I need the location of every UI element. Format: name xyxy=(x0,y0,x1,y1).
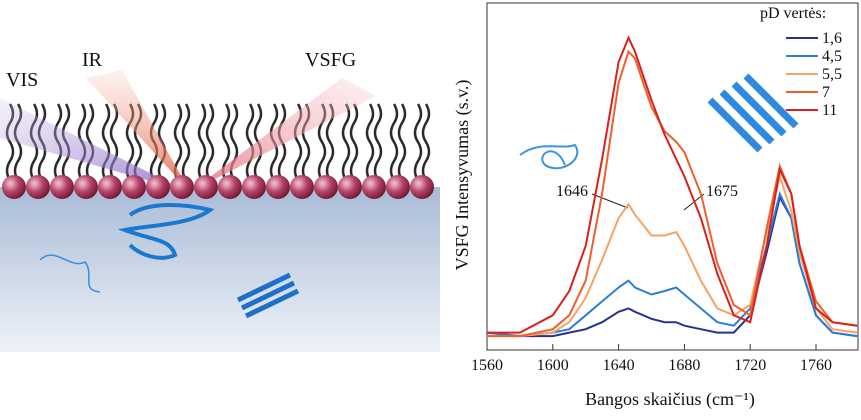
legend-title: pD vertės: xyxy=(760,5,826,22)
legend-label: 7 xyxy=(822,84,830,101)
lipid-tail xyxy=(183,104,189,180)
lipid-tail xyxy=(375,104,381,180)
lipid-head xyxy=(146,175,170,199)
lipid-head xyxy=(338,175,362,199)
lipid-head xyxy=(170,175,194,199)
series-line xyxy=(487,52,857,337)
annotation: 1675 xyxy=(706,183,738,200)
legend-label: 5,5 xyxy=(822,66,842,83)
lipid-tail xyxy=(351,104,357,180)
x-tick-label: 1600 xyxy=(537,357,569,374)
vsfg-beam xyxy=(190,78,376,192)
lipid-tail xyxy=(399,104,405,180)
water xyxy=(0,187,440,352)
beam-label: VSFG xyxy=(305,49,356,71)
y-axis-label: VSFG Intensyvumas (s.v.) xyxy=(452,80,473,271)
lipid-head xyxy=(290,175,314,199)
lipid-head xyxy=(50,175,74,199)
figure: VIS IR VSFG 1646 1675 Bangos skaičius (c… xyxy=(0,0,861,415)
series-line xyxy=(487,194,857,336)
lipid-head xyxy=(410,175,434,199)
lipid-head xyxy=(122,175,146,199)
legend-label: 11 xyxy=(822,102,837,119)
lipid-tail xyxy=(199,104,205,180)
lipid-head xyxy=(266,175,290,199)
x-tick-label: 1720 xyxy=(734,357,766,374)
x-tick-label: 1680 xyxy=(668,357,700,374)
x-tick-label: 1560 xyxy=(471,357,503,374)
lipid-head xyxy=(362,175,386,199)
x-tick-label: 1760 xyxy=(800,357,832,374)
lipid-head xyxy=(314,175,338,199)
annotation-arrow xyxy=(592,194,628,208)
lipid-tail xyxy=(247,104,253,180)
inset-coil xyxy=(520,145,577,168)
chart: 1646 1675 Bangos skaičius (cm⁻¹) VSFG In… xyxy=(452,3,858,410)
lipid-tail xyxy=(415,104,421,180)
annotation: 1646 xyxy=(556,183,588,200)
lipid-tail xyxy=(423,104,429,180)
lipid-head xyxy=(2,175,26,199)
lipid-head xyxy=(218,175,242,199)
beam-label: IR xyxy=(82,49,103,71)
lipid-tail xyxy=(367,104,373,180)
lipid-head xyxy=(242,175,266,199)
x-tick-label: 1640 xyxy=(603,357,635,374)
lipid-tail xyxy=(207,104,213,180)
lipid-head xyxy=(386,175,410,199)
lipid-head xyxy=(98,175,122,199)
lipid-head xyxy=(74,175,98,199)
lipid-head xyxy=(194,175,218,199)
lipid-head xyxy=(26,175,50,199)
lipid-tail xyxy=(391,104,397,180)
lipid-tail xyxy=(343,104,349,180)
x-axis-label: Bangos skaičius (cm⁻¹) xyxy=(585,389,755,410)
beam-label: VIS xyxy=(6,69,38,91)
legend-label: 4,5 xyxy=(822,48,842,65)
legend-label: 1,6 xyxy=(822,30,842,47)
inset-sheet xyxy=(710,76,796,150)
diagram: VIS IR VSFG xyxy=(0,49,440,352)
